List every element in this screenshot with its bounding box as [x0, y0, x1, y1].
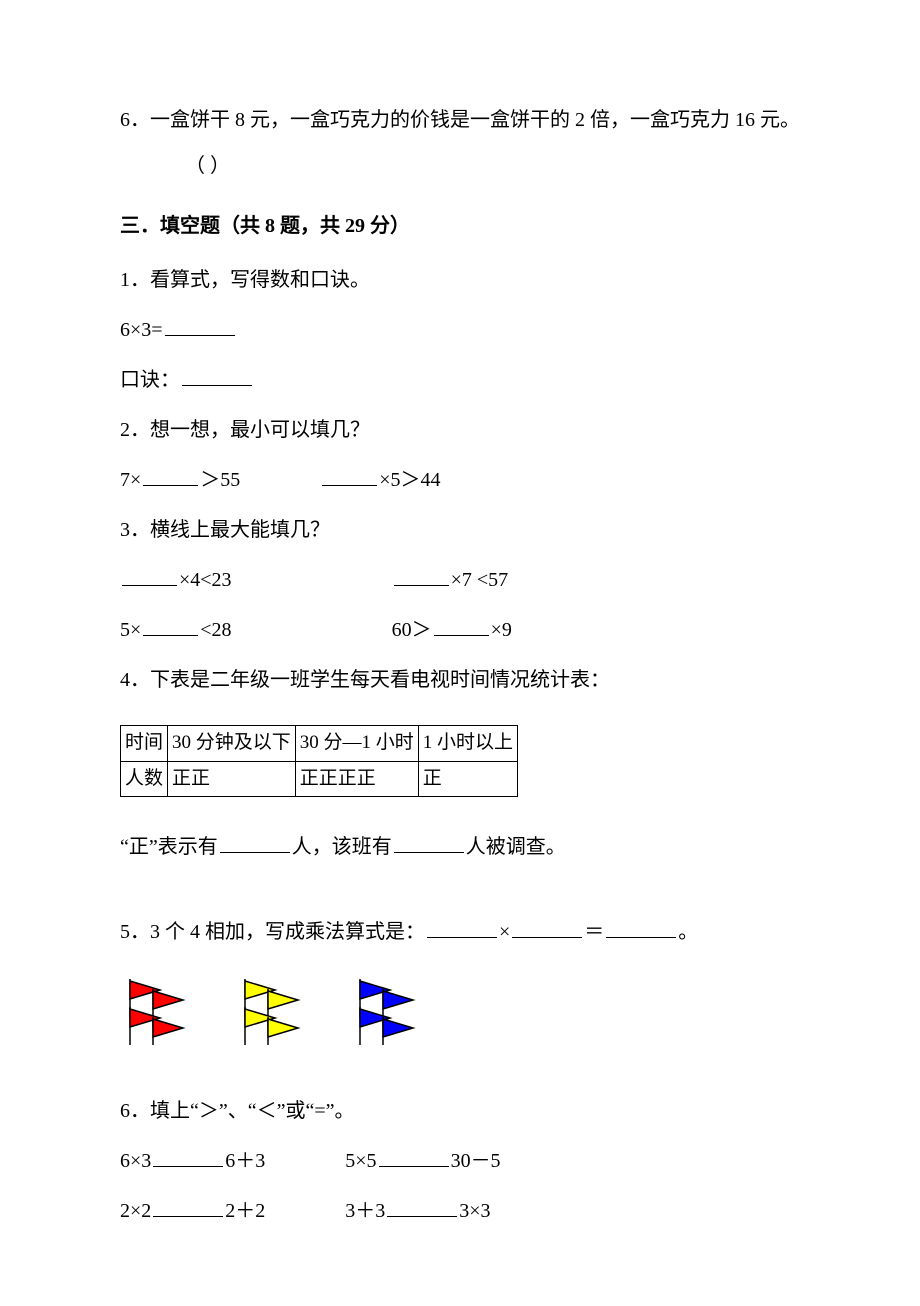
s3q1-koujue-label: 口诀：: [120, 369, 180, 391]
s3q6-r1c1-right: 6＋3: [225, 1150, 265, 1172]
worksheet-page: 6．一盒饼干 8 元，一盒巧克力的价钱是一盒饼干的 2 倍，一盒巧克力 16 元…: [0, 0, 920, 1306]
flag-group-1: [120, 977, 200, 1056]
td-label: 人数: [121, 761, 168, 797]
prev-q6-parens[interactable]: （ ）: [120, 151, 800, 181]
flag-groups: [120, 977, 800, 1056]
s3q3-stem: 3．横线上最大能填几？: [120, 515, 800, 545]
s3q5-period: 。: [678, 921, 698, 943]
s3q5-blank-2[interactable]: [512, 937, 582, 938]
s3q3-blank-2[interactable]: [394, 585, 449, 586]
s3q3-r2c2-suffix: ×9: [491, 619, 512, 641]
flag-cluster-blue-icon: [350, 977, 430, 1047]
s3q1-stem: 1．看算式，写得数和口诀。: [120, 265, 800, 295]
s3q2-blank-b[interactable]: [322, 485, 377, 486]
s3q5-blank-3[interactable]: [606, 937, 676, 938]
s3q4-blank-2[interactable]: [394, 852, 464, 853]
s3q3-blank-3[interactable]: [143, 635, 198, 636]
s3q3-row1: ×4<23 ×7 <57: [120, 565, 800, 595]
s3q5-blank-1[interactable]: [427, 937, 497, 938]
flag-group-3: [350, 977, 430, 1056]
section-3-title: 三．填空题（共 8 题，共 29 分）: [120, 211, 800, 241]
s3q2-exprs: 7× ＞55 ×5＞44: [120, 465, 800, 495]
s3q5-stem: 5．3 个 4 相加，写成乘法算式是： × ＝ 。: [120, 917, 800, 947]
table-row-data: 人数 正正 正正正正 正: [121, 761, 518, 797]
s3q2-a-prefix: 7×: [120, 469, 141, 491]
s3q4-seg-b: 人，该班有: [292, 836, 392, 858]
s3q4-stem: 4．下表是二年级一班学生每天看电视时间情况统计表：: [120, 665, 800, 695]
s3q6-row2: 2×2 2＋2 3＋3 3×3: [120, 1196, 800, 1226]
th-time: 时间: [121, 726, 168, 762]
td-val2: 正正正正: [295, 761, 418, 797]
s3q3-r1c2: ×7 <57: [451, 569, 509, 591]
s3q3-blank-4[interactable]: [434, 635, 489, 636]
table-row-header: 时间 30 分钟及以下 30 分—1 小时 1 小时以上: [121, 726, 518, 762]
th-col3: 1 小时以上: [418, 726, 517, 762]
s3q1-expr: 6×3=: [120, 319, 163, 341]
th-col1: 30 分钟及以下: [168, 726, 296, 762]
flag-cluster-yellow-icon: [235, 977, 315, 1047]
prev-q6-text: 6．一盒饼干 8 元，一盒巧克力的价钱是一盒饼干的 2 倍，一盒巧克力 16 元…: [120, 105, 800, 135]
s3q6-r2c2-right: 3×3: [459, 1200, 490, 1222]
s3q6-blank-3[interactable]: [153, 1216, 223, 1217]
s3q2-stem: 2．想一想，最小可以填几？: [120, 415, 800, 445]
s3q6-row1: 6×3 6＋3 5×5 30－5: [120, 1146, 800, 1176]
s3q6-r1c2-left: 5×5: [345, 1150, 376, 1172]
s3q6-r1c2-right: 30－5: [451, 1150, 501, 1172]
s3q6-r2c2-left: 3＋3: [345, 1200, 385, 1222]
s3q3-r2c1-prefix: 5×: [120, 619, 141, 641]
s3q3-r2c2-prefix: 60＞: [392, 619, 432, 641]
s3q2-a-suffix: ＞55: [200, 469, 240, 491]
s3q1-blank-1[interactable]: [165, 335, 235, 336]
s3q1-blank-2[interactable]: [182, 385, 252, 386]
th-col2: 30 分—1 小时: [295, 726, 418, 762]
s3q6-blank-4[interactable]: [387, 1216, 457, 1217]
s3q6-stem: 6．填上“＞”、“＜”或“=”。: [120, 1096, 800, 1126]
s3q6-blank-2[interactable]: [379, 1166, 449, 1167]
tv-time-table: 时间 30 分钟及以下 30 分—1 小时 1 小时以上 人数 正正 正正正正 …: [120, 725, 518, 797]
flag-group-2: [235, 977, 315, 1056]
s3q4-sentence: “正”表示有 人，该班有 人被调查。: [120, 832, 800, 862]
s3q1-line-b: 口诀：: [120, 365, 800, 395]
s3q3-row2: 5× <28 60＞ ×9: [120, 615, 800, 645]
s3q4-seg-c: 人被调查。: [466, 836, 566, 858]
s3q6-r2c1-left: 2×2: [120, 1200, 151, 1222]
s3q4-seg-a: “正”表示有: [120, 836, 218, 858]
s3q6-r1c1-left: 6×3: [120, 1150, 151, 1172]
td-val3: 正: [418, 761, 517, 797]
s3q3-r2c1-suffix: <28: [200, 619, 231, 641]
s3q4-blank-1[interactable]: [220, 852, 290, 853]
s3q5-times: ×: [499, 921, 510, 943]
s3q6-blank-1[interactable]: [153, 1166, 223, 1167]
s3q3-r1c1: ×4<23: [179, 569, 232, 591]
s3q5-prefix: 5．3 个 4 相加，写成乘法算式是：: [120, 921, 425, 943]
s3q5-equals: ＝: [584, 921, 604, 943]
s3q3-blank-1[interactable]: [122, 585, 177, 586]
flag-cluster-red-icon: [120, 977, 200, 1047]
s3q2-blank-a[interactable]: [143, 485, 198, 486]
td-val1: 正正: [168, 761, 296, 797]
s3q2-b-suffix: ×5＞44: [379, 469, 440, 491]
s3q6-r2c1-right: 2＋2: [225, 1200, 265, 1222]
s3q1-line-a: 6×3=: [120, 315, 800, 345]
